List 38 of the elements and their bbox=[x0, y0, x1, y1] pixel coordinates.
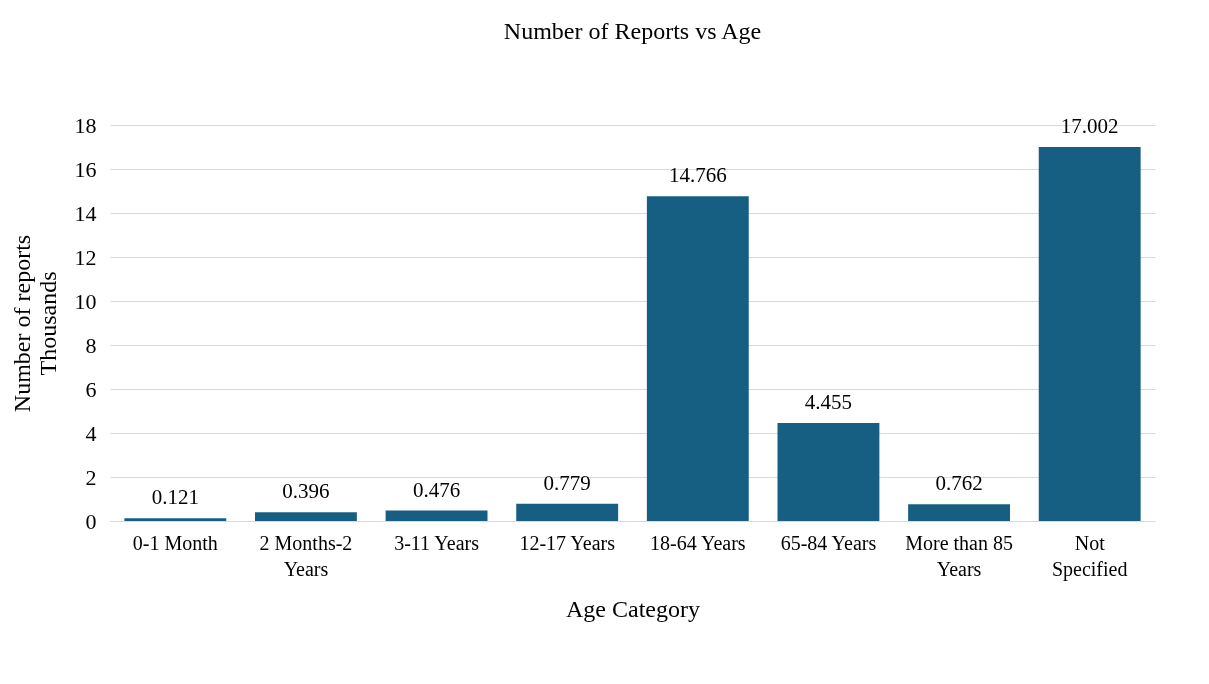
bar bbox=[254, 512, 357, 521]
data-label: 0.762 bbox=[935, 471, 983, 496]
x-axis-title: Age Category bbox=[566, 595, 700, 622]
text: Thousands bbox=[34, 271, 61, 376]
x-tick-label: Not Specified bbox=[1051, 531, 1128, 581]
y-tick-label: 4 bbox=[85, 420, 97, 446]
y-tick-label: 18 bbox=[74, 112, 97, 138]
x-tick-label: 2 Months-2 Years bbox=[259, 531, 353, 580]
data-label: 0.396 bbox=[282, 479, 330, 504]
y-tick-label: 8 bbox=[85, 332, 97, 358]
bar bbox=[908, 504, 1011, 521]
x-tick-label: 18-64 Years bbox=[650, 531, 746, 554]
y-tick-label: 0 bbox=[85, 508, 97, 534]
x-tick-label: 12-17 Years bbox=[519, 531, 616, 554]
x-tick-label: More than 85 Years bbox=[905, 531, 1013, 580]
bar bbox=[124, 518, 227, 521]
data-label: 0.779 bbox=[543, 470, 591, 495]
y-tick-label: 6 bbox=[85, 376, 97, 402]
bar bbox=[777, 422, 880, 521]
data-label: 14.766 bbox=[668, 163, 727, 188]
y-tick-label: 12 bbox=[74, 244, 97, 270]
y-tick-label: 16 bbox=[74, 156, 97, 182]
data-label: 0.121 bbox=[151, 485, 199, 510]
x-tick-label: 0-1 Month bbox=[132, 531, 218, 554]
y-tick-label: 10 bbox=[74, 288, 97, 314]
y-tick-label: 2 bbox=[85, 464, 97, 490]
y-axis-title: Number of reports bbox=[8, 234, 35, 413]
bar bbox=[516, 503, 619, 521]
x-tick-label: 3-11 Years bbox=[394, 531, 480, 554]
bar bbox=[1038, 146, 1141, 521]
y-tick-label: 14 bbox=[74, 200, 97, 226]
data-label: 0.476 bbox=[412, 477, 461, 502]
data-label: 4.455 bbox=[804, 389, 853, 414]
chart-title: Number of Reports vs Age bbox=[503, 18, 762, 44]
bar bbox=[385, 510, 488, 521]
x-tick-label: 65-84 Years bbox=[780, 531, 877, 554]
data-label: 17.002 bbox=[1060, 113, 1119, 138]
bar bbox=[646, 196, 749, 521]
